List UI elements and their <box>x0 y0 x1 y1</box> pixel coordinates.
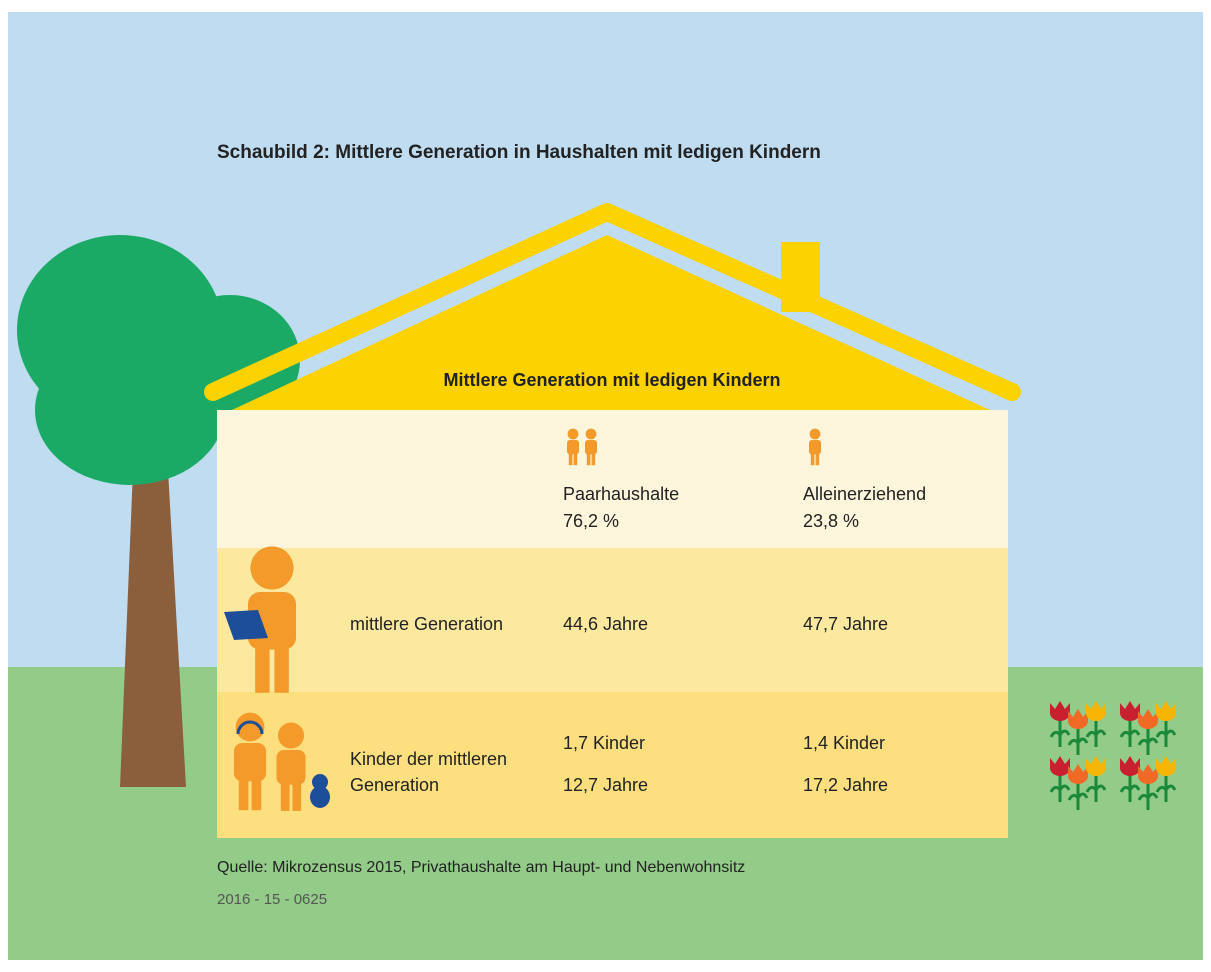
tree <box>17 235 300 787</box>
tulip-part <box>1138 709 1158 729</box>
cell: 44,6 Jahre <box>563 614 648 634</box>
cell: 47,7 Jahre <box>803 614 888 634</box>
tulip-part <box>1068 764 1088 784</box>
tulip-part <box>1067 737 1089 746</box>
tulip-part <box>1067 792 1089 801</box>
roof-label: Mittlere Generation mit ledigen Kindern <box>443 370 780 390</box>
column-label: Alleinerziehend <box>803 484 926 504</box>
tulip-part <box>1086 701 1106 721</box>
row-label: Kinder der mittleren <box>350 749 507 769</box>
tulip-part <box>1119 729 1141 738</box>
tulips <box>1049 701 1177 810</box>
row-label: mittlere Generation <box>350 614 503 634</box>
header-row <box>217 410 1008 548</box>
code: 2016 - 15 - 0625 <box>217 891 327 908</box>
tulip-part <box>1156 756 1176 776</box>
tulip-part <box>1050 701 1070 721</box>
row-label: Generation <box>350 775 439 795</box>
children-icon <box>234 712 330 811</box>
adult-icon <box>224 546 296 693</box>
tulip-part <box>1120 756 1140 776</box>
cell: 12,7 Jahre <box>563 775 648 795</box>
tulip-part <box>1086 756 1106 776</box>
column-share: 76,2 % <box>563 511 619 531</box>
tulip-part <box>1049 729 1071 738</box>
cell: 1,4 Kinder <box>803 733 885 753</box>
tulip-part <box>1155 784 1177 793</box>
tulip-part <box>1050 756 1070 776</box>
column-label: Paarhaushalte <box>563 484 679 504</box>
tulip-part <box>1137 792 1159 801</box>
tulip-part <box>1138 764 1158 784</box>
tulip-part <box>1085 729 1107 738</box>
tulip-part <box>1156 701 1176 721</box>
title: Schaubild 2: Mittlere Generation in Haus… <box>217 142 821 163</box>
tulip-part <box>1085 784 1107 793</box>
source: Quelle: Mikrozensus 2015, Privathaushalt… <box>217 859 745 876</box>
row <box>217 692 1008 838</box>
tulip-part <box>1120 701 1140 721</box>
tulip-part <box>1119 784 1141 793</box>
roof <box>204 203 1021 410</box>
row <box>217 548 1008 692</box>
tulip-part <box>1155 729 1177 738</box>
cell: 1,7 Kinder <box>563 733 645 753</box>
tulip-part <box>1137 737 1159 746</box>
tulip-part <box>1068 709 1088 729</box>
tulip-part <box>1049 784 1071 793</box>
cell: 17,2 Jahre <box>803 775 888 795</box>
column-share: 23,8 % <box>803 511 859 531</box>
